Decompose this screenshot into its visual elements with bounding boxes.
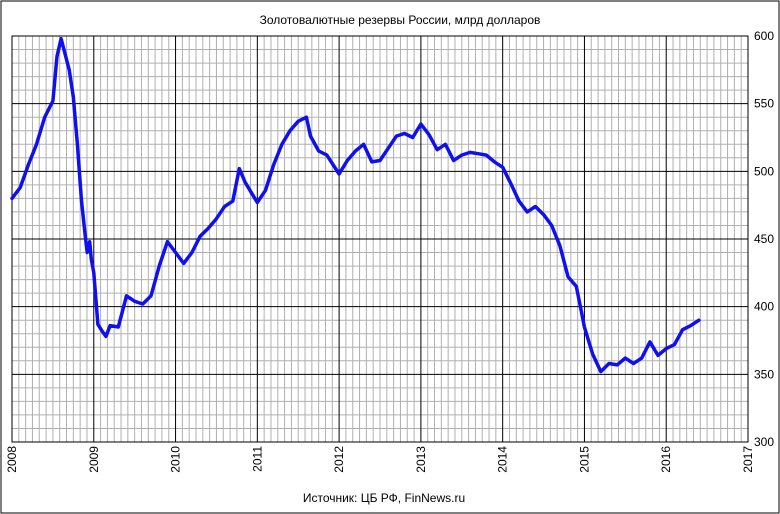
plot-frame <box>11 35 749 443</box>
y-tick-label: 350 <box>754 367 774 381</box>
x-tick-label: 2013 <box>414 446 428 473</box>
x-tick-label: 2015 <box>577 446 591 473</box>
x-tick-label: 2014 <box>496 446 510 473</box>
y-tick-label: 400 <box>754 300 774 314</box>
chart-title: Золотовалютные резервы России, млрд долл… <box>260 13 541 27</box>
y-tick-label: 450 <box>754 232 774 246</box>
x-tick-label: 2010 <box>169 446 183 473</box>
x-tick-label: 2011 <box>250 446 264 472</box>
chart-source: Источник: ЦБ РФ, FinNews.ru <box>303 491 465 505</box>
x-tick-label: 2016 <box>659 446 673 473</box>
y-tick-label: 600 <box>754 29 774 43</box>
series-line-0 <box>10 36 701 374</box>
x-tick-label: 2012 <box>332 446 346 473</box>
x-tick-label: 2009 <box>87 446 101 473</box>
x-tick-label: 2017 <box>741 446 755 473</box>
x-tick-label: 2008 <box>5 446 19 473</box>
y-tick-label: 550 <box>754 97 774 111</box>
grid-layer <box>11 35 749 443</box>
y-tick-label: 500 <box>754 164 774 178</box>
series-layer <box>10 36 701 374</box>
axis-layer: 300 350 400 450 500 550 600 2008 2009 2010 2011 201… <box>5 29 774 473</box>
y-tick-label: 300 <box>754 435 774 449</box>
